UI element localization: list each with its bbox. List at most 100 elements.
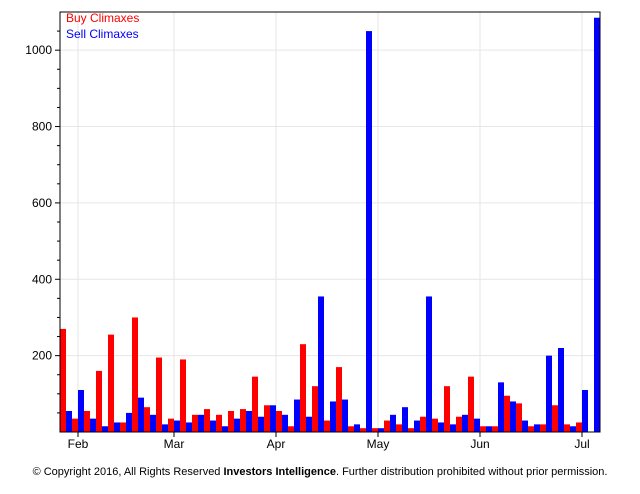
sell-climax-bar — [534, 424, 540, 432]
sell-climax-bar — [462, 414, 468, 432]
buy-climax-bar — [564, 424, 570, 432]
buy-climax-bar — [300, 344, 306, 432]
tick-labels: 2004006008001000FebMarAprMayJunJulAugSep… — [25, 43, 589, 451]
buy-climax-bar — [192, 414, 198, 432]
sell-climax-bar — [126, 412, 132, 432]
sell-climax-bar — [390, 414, 396, 432]
buy-climax-bar — [432, 418, 438, 432]
buy-climax-bar — [60, 328, 66, 432]
sell-climax-bar — [426, 296, 432, 432]
buy-climax-bar — [312, 386, 318, 432]
buy-climax-bar — [468, 376, 474, 432]
buy-climax-bar — [96, 370, 102, 432]
sell-climax-bar — [330, 401, 336, 432]
sell-climax-bar — [570, 426, 576, 432]
copyright-brand: Investors Intelligence — [223, 466, 336, 478]
buy-climax-bar — [252, 376, 258, 432]
buy-climax-bar — [264, 405, 270, 432]
buy-climax-bar — [324, 420, 330, 432]
buy-climax-bar — [480, 426, 486, 432]
buy-climax-bar — [204, 409, 210, 432]
sell-climax-bar — [510, 401, 516, 432]
y-tick-label: 400 — [32, 272, 52, 286]
grid-lines — [60, 12, 600, 432]
buy-climax-bar — [384, 420, 390, 432]
y-tick-label: 1000 — [25, 43, 52, 57]
sell-climax-bar — [342, 399, 348, 432]
buy-climax-bar — [504, 395, 510, 432]
sell-climax-bar — [78, 390, 84, 432]
sell-climax-bar — [246, 411, 252, 432]
sell-climax-bar — [234, 418, 240, 432]
buy-climax-bar — [144, 407, 150, 432]
buy-climax-bar — [396, 424, 402, 432]
buy-climax-bar — [156, 357, 162, 432]
sell-climax-bar — [102, 426, 108, 432]
sell-climax-bar — [198, 414, 204, 432]
buy-climax-bar — [228, 411, 234, 432]
y-tick-label: 800 — [32, 120, 52, 134]
x-tick-label: Mar — [164, 437, 185, 451]
buy-climax-bar — [348, 426, 354, 432]
buy-climax-bar — [528, 426, 534, 432]
sell-climax-bar — [474, 418, 480, 432]
bars — [60, 17, 600, 433]
buy-climax-bar — [288, 426, 294, 432]
sell-climax-bar — [558, 348, 564, 432]
buy-climax-bar — [132, 317, 138, 432]
x-tick-label: Feb — [68, 437, 89, 451]
buy-climax-bar — [456, 416, 462, 432]
legend: Buy Climaxes Sell Climaxes — [66, 11, 139, 41]
buy-climax-bar — [336, 367, 342, 432]
sell-climax-bar — [270, 405, 276, 432]
sell-climax-bar — [222, 426, 228, 432]
sell-climax-bar — [402, 407, 408, 432]
axes — [55, 11, 601, 437]
buy-climax-bar — [168, 418, 174, 432]
sell-climax-bar — [282, 414, 288, 432]
sell-climax-bar — [66, 411, 72, 432]
sell-climax-bar — [486, 426, 492, 432]
buy-climax-bar — [552, 405, 558, 432]
copyright-suffix: . Further distribution prohibited withou… — [335, 466, 608, 478]
sell-climax-bar — [258, 416, 264, 432]
sell-climax-bar — [414, 420, 420, 432]
buy-climax-bar — [120, 422, 126, 432]
buy-climax-bar — [360, 428, 366, 432]
y-tick-label: 200 — [32, 349, 52, 363]
sell-climax-bar — [90, 418, 96, 432]
sell-climax-bar — [366, 31, 372, 432]
sell-climax-bar — [318, 296, 324, 432]
copyright-prefix: © Copyright 2016, All Rights Reserved — [32, 466, 224, 478]
sell-climax-bar — [150, 414, 156, 432]
x-tick-label: Jul — [574, 437, 589, 451]
sell-climax-bar — [306, 416, 312, 432]
sell-climax-bar — [438, 422, 444, 432]
buy-climax-bar — [516, 403, 522, 432]
buy-climax-bar — [180, 359, 186, 432]
sell-climax-bar — [162, 424, 168, 432]
buy-climax-bar — [540, 424, 546, 432]
sell-climax-bar — [186, 422, 192, 432]
x-tick-label: Apr — [267, 437, 286, 451]
buy-climax-bar — [576, 422, 582, 432]
buy-climax-bar — [444, 386, 450, 432]
buy-climax-bar — [72, 418, 78, 432]
y-tick-label: 600 — [32, 196, 52, 210]
legend-sell-climaxes: Sell Climaxes — [66, 27, 139, 41]
buy-climax-bar — [408, 428, 414, 432]
sell-climax-bar — [546, 355, 552, 432]
buy-climax-bar — [216, 414, 222, 432]
sell-climax-bar — [378, 428, 384, 432]
buy-climax-bar — [108, 334, 114, 432]
sell-climax-bar — [450, 424, 456, 432]
buy-climax-bar — [420, 416, 426, 432]
copyright-notice: © Copyright 2016, All Rights Reserved In… — [0, 466, 640, 478]
sell-climax-bar — [174, 420, 180, 432]
sell-climax-bar — [522, 420, 528, 432]
sell-climax-bar — [354, 424, 360, 432]
buy-climax-bar — [84, 411, 90, 432]
legend-buy-climaxes: Buy Climaxes — [66, 11, 139, 25]
plot-background — [60, 12, 600, 432]
buy-climax-bar — [276, 411, 282, 432]
